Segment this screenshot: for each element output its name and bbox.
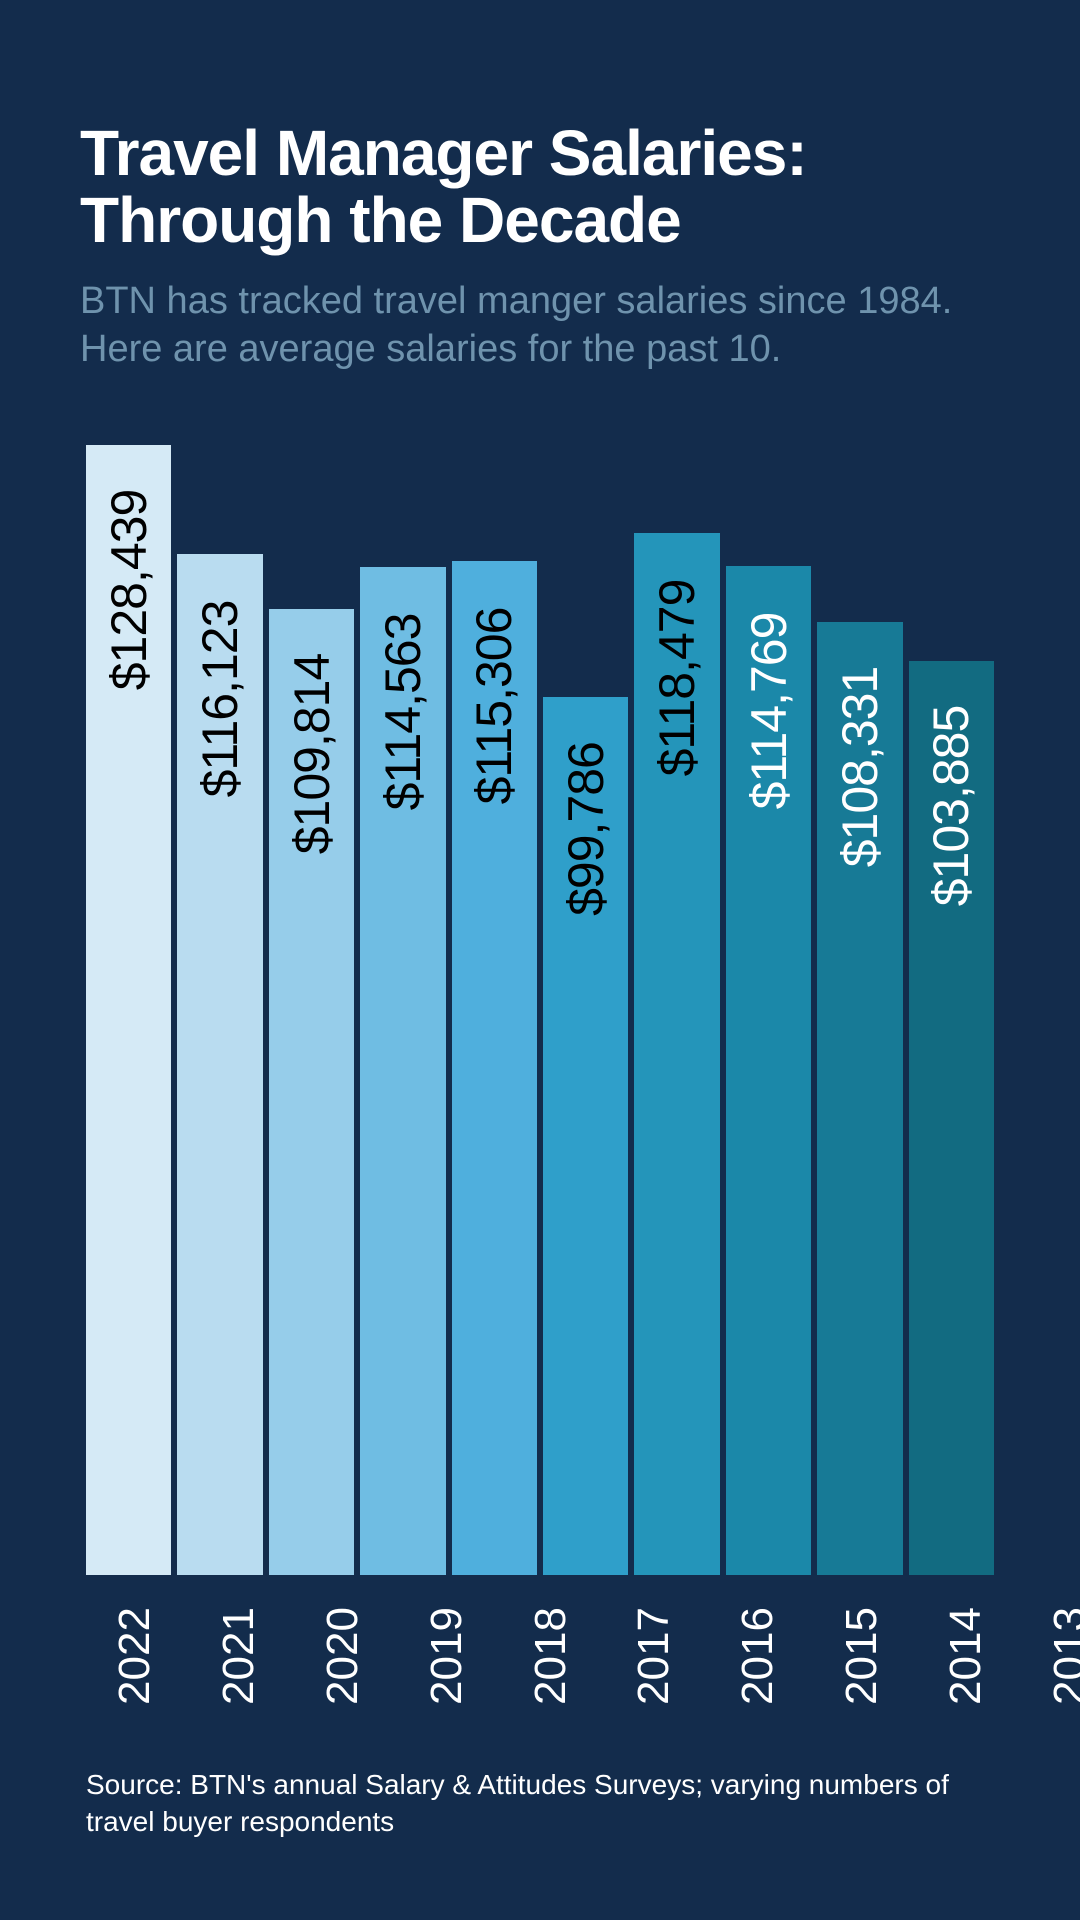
bar: $108,331 xyxy=(817,622,902,1575)
x-axis-label: 2013 xyxy=(1009,1607,1080,1705)
bar-column: $114,769 xyxy=(726,566,811,1576)
bar-value-label: $108,331 xyxy=(831,667,889,868)
x-axis-labels: 2022202120202019201820172016201520142013 xyxy=(80,1595,1000,1717)
bar: $99,786 xyxy=(543,697,628,1575)
bar: $118,479 xyxy=(634,533,719,1575)
bar-column: $115,306 xyxy=(452,561,537,1575)
bar: $115,306 xyxy=(452,561,537,1575)
bar: $128,439 xyxy=(86,445,171,1575)
bar-value-label: $116,123 xyxy=(191,600,249,797)
bars-container: $128,439 $116,123 $109,814 $114,563 $115,306… xyxy=(80,433,1000,1575)
bar-value-label: $128,439 xyxy=(100,490,158,691)
chart-subtitle: BTN has tracked travel manger salaries s… xyxy=(80,278,1000,373)
bar-column: $114,563 xyxy=(360,567,445,1575)
page: Travel Manager Salaries: Through the Dec… xyxy=(0,0,1080,1920)
bar-column: $108,331 xyxy=(817,622,902,1575)
bar-value-label: $114,769 xyxy=(740,612,798,809)
chart-area: $128,439 $116,123 $109,814 $114,563 $115,306… xyxy=(80,433,1000,1717)
bar-value-label: $99,786 xyxy=(557,742,615,916)
bar: $114,769 xyxy=(726,566,811,1576)
bar-column: $118,479 xyxy=(634,533,719,1575)
bar-column: $116,123 xyxy=(177,554,262,1576)
chart-title: Travel Manager Salaries: Through the Dec… xyxy=(80,120,1000,254)
bar-column: $99,786 xyxy=(543,697,628,1575)
bar: $103,885 xyxy=(909,661,994,1575)
bar-column: $128,439 xyxy=(86,445,171,1575)
bar-column: $109,814 xyxy=(269,609,354,1575)
bar-value-label: $115,306 xyxy=(465,607,523,804)
bar: $114,563 xyxy=(360,567,445,1575)
bar-value-label: $103,885 xyxy=(922,706,980,907)
chart-source: Source: BTN's annual Salary & Attitudes … xyxy=(80,1767,1000,1840)
bar-value-label: $109,814 xyxy=(283,654,341,855)
bar-value-label: $118,479 xyxy=(648,579,706,776)
bar: $116,123 xyxy=(177,554,262,1576)
bar: $109,814 xyxy=(269,609,354,1575)
bar-value-label: $114,563 xyxy=(374,614,432,811)
bar-column: $103,885 xyxy=(909,661,994,1575)
